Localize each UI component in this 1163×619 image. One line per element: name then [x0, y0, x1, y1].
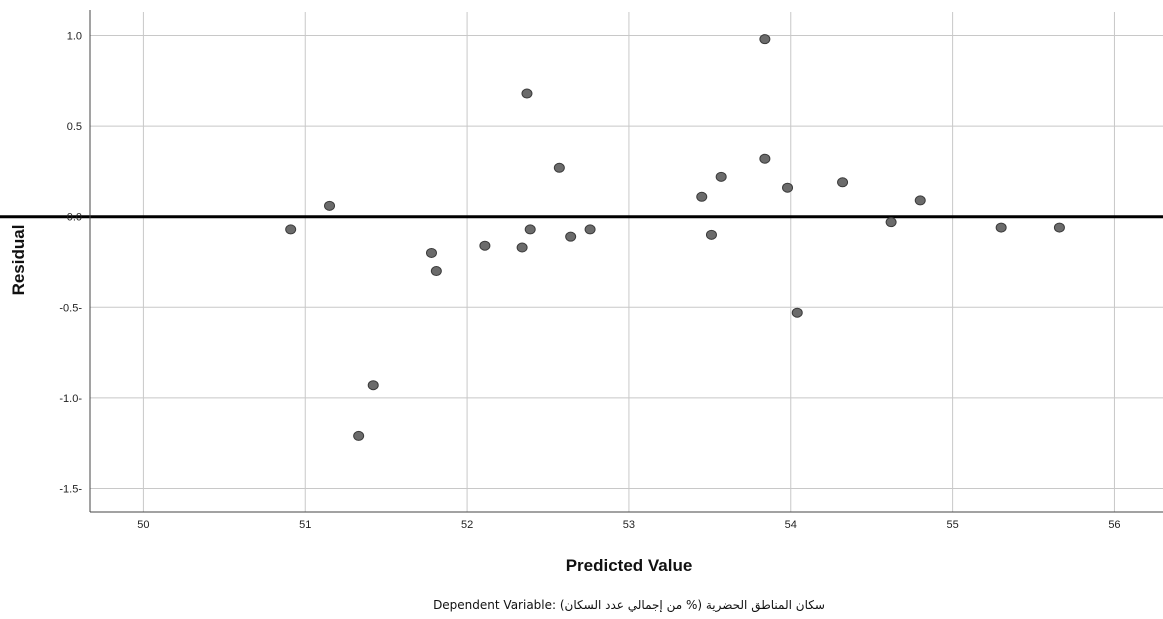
data-point — [885, 217, 897, 228]
data-point — [705, 229, 717, 240]
data-point — [324, 200, 336, 211]
data-point — [565, 231, 577, 242]
x-tick-label: 55 — [946, 519, 958, 531]
grid-lines — [90, 12, 1163, 512]
data-point — [914, 195, 926, 206]
y-tick-label: -0.5- — [59, 302, 82, 314]
data-point — [1053, 222, 1065, 233]
data-point — [553, 162, 565, 173]
x-tick-label: 51 — [299, 519, 311, 531]
y-tick-label: 0.0 — [67, 212, 82, 224]
data-point — [425, 247, 437, 258]
x-tick-label: 56 — [1108, 519, 1120, 531]
data-point — [524, 224, 536, 235]
data-point — [353, 430, 365, 441]
y-tick-label: 1.0 — [67, 31, 82, 43]
data-point — [759, 153, 771, 164]
x-axis-ticks: 50 51 52 53 54 55 56 — [137, 519, 1120, 531]
x-tick-label: 53 — [623, 519, 635, 531]
x-tick-label: 50 — [137, 519, 149, 531]
data-point — [584, 224, 596, 235]
data-point — [516, 242, 528, 253]
data-point — [479, 240, 491, 251]
data-point — [285, 224, 297, 235]
plot-area — [90, 12, 1163, 512]
y-axis-title: Residual — [9, 225, 28, 296]
data-point — [521, 88, 533, 99]
y-tick-label: 0.5 — [67, 121, 82, 133]
data-point — [995, 222, 1007, 233]
x-tick-label: 52 — [461, 519, 473, 531]
x-tick-label: 54 — [785, 519, 797, 531]
y-tick-label: -1.5- — [59, 483, 82, 495]
data-point — [837, 177, 849, 188]
y-tick-label: -1.0- — [59, 393, 82, 405]
data-point — [367, 380, 379, 391]
plot-frame — [89, 10, 1163, 513]
dependent-variable-footnote: Dependent Variable: سكان المناطق الحضرية… — [433, 598, 825, 613]
data-point — [715, 171, 727, 182]
data-point — [791, 307, 803, 318]
y-axis-ticks: 1.0 0.5 0.0 -0.5- -1.0- -1.5- — [59, 31, 82, 496]
data-point — [430, 266, 442, 277]
data-point — [759, 34, 771, 45]
data-points — [285, 34, 1065, 441]
x-axis-title: Predicted Value — [566, 556, 693, 575]
data-point — [782, 182, 794, 193]
data-point — [696, 191, 708, 202]
